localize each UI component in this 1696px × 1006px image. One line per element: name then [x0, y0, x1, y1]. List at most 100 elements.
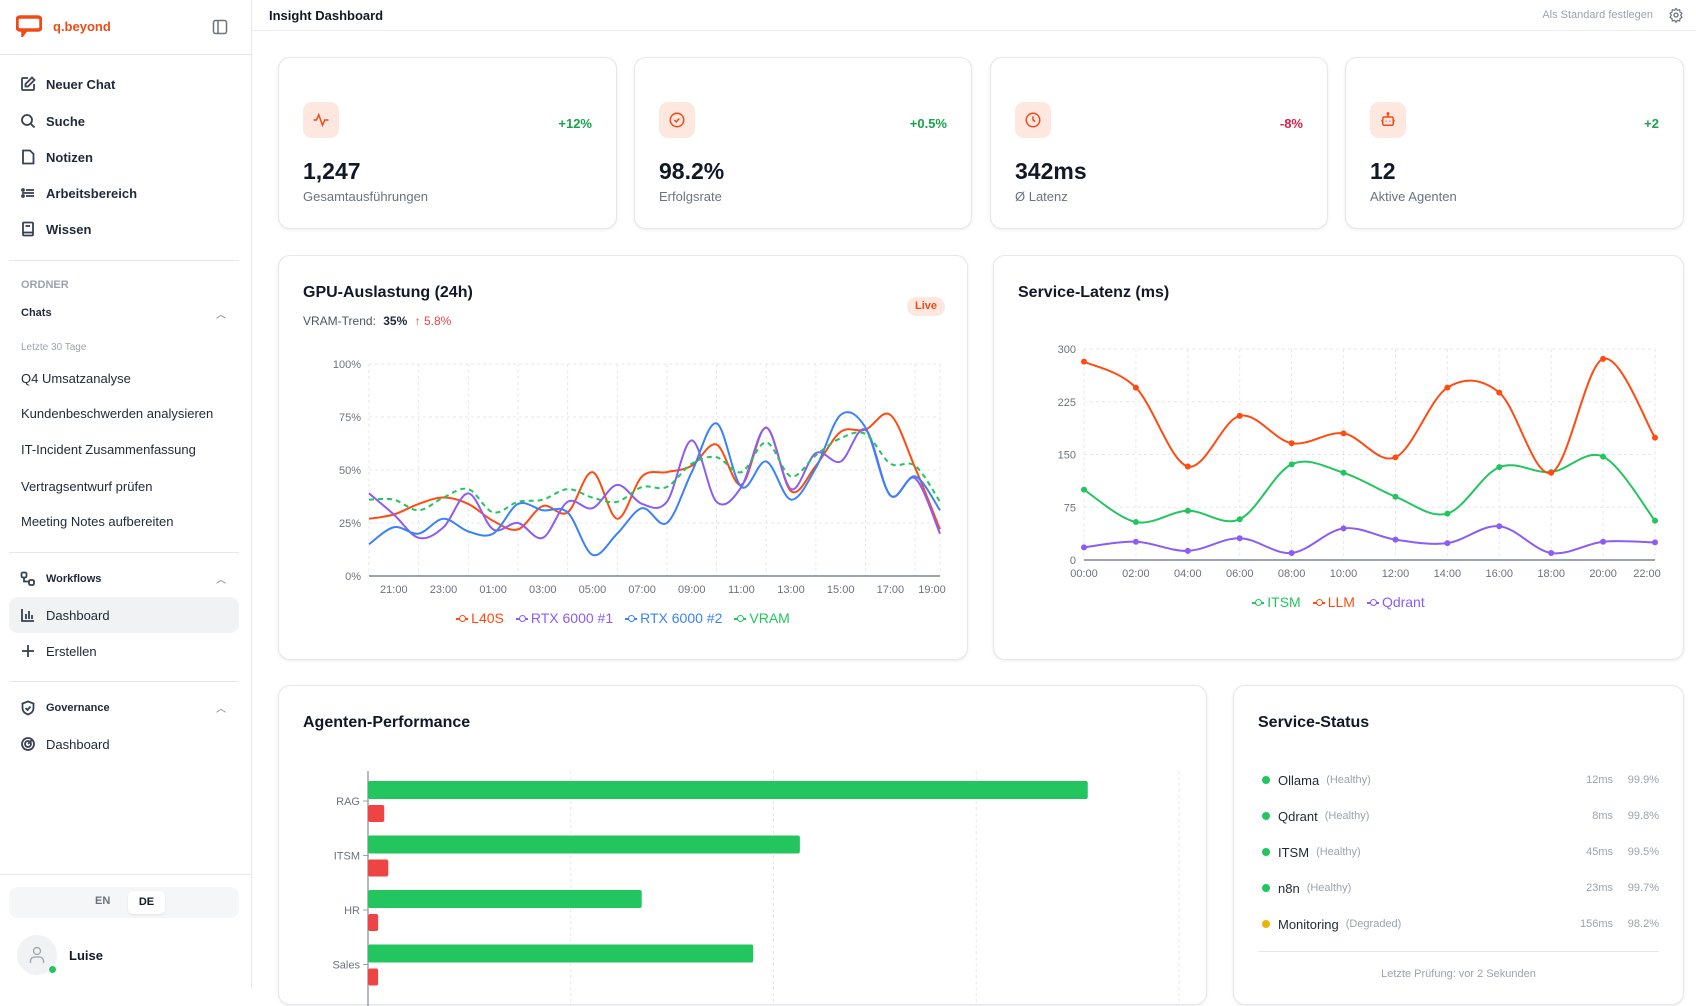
service-health: (Healthy): [1324, 810, 1370, 822]
service-row: Monitoring (Degraded) 156ms 98.2%: [1262, 915, 1659, 933]
workflows-section-toggle[interactable]: Workflows: [20, 567, 101, 591]
nav-notes[interactable]: Notizen: [20, 145, 93, 169]
chevron-up-icon[interactable]: ︿: [216, 310, 226, 321]
x-tick-label: 11:00: [728, 584, 755, 596]
category-label: RAG: [336, 796, 360, 808]
legend-item[interactable]: RTX 6000 #1: [515, 610, 613, 626]
legend-item[interactable]: VRAM: [734, 610, 790, 626]
x-tick-label: 04:00: [1174, 568, 1202, 580]
language-de[interactable]: DE: [128, 891, 165, 914]
status-dot: [1262, 848, 1270, 856]
workflows-dashboard[interactable]: Dashboard: [20, 603, 110, 627]
section-label: Workflows: [46, 573, 102, 585]
set-default-button[interactable]: Als Standard festlegen: [1542, 9, 1653, 21]
service-status-card: Service-Status Ollama (Healthy) 12ms 99.9% Q…: [1233, 685, 1684, 1005]
chat-item[interactable]: Meeting Notes aufbereiten: [21, 514, 174, 529]
sidebar: q.beyond Neuer Chat Suche Notizen Arbeit…: [0, 0, 252, 987]
sidebar-toggle-icon[interactable]: [212, 19, 228, 35]
bar-error-rag[interactable]: [368, 805, 385, 822]
service-latency: 12ms: [1586, 774, 1613, 786]
data-point: [1652, 434, 1658, 441]
service-uptime: 98.2%: [1627, 918, 1659, 930]
y-tick-label: 300: [1058, 344, 1076, 356]
service-row: ITSM (Healthy) 45ms 99.5%: [1262, 843, 1659, 861]
live-badge: Live: [907, 297, 945, 316]
x-tick-label: 13:00: [777, 584, 805, 596]
legend-marker: [456, 615, 469, 623]
legend-marker: [734, 615, 747, 623]
legend-label: VRAM: [749, 610, 790, 626]
agent-bar-chart: RAG ITSM HR Sales: [332, 771, 1180, 1006]
check-circle-icon: [659, 102, 695, 138]
governance-dashboard[interactable]: Dashboard: [20, 732, 110, 756]
chats-section-toggle[interactable]: Chats: [21, 307, 52, 319]
nav-search[interactable]: Suche: [20, 109, 85, 133]
bar-success-hr[interactable]: [368, 890, 642, 908]
language-en[interactable]: EN: [95, 895, 111, 907]
kpi-label: Gesamtausführungen: [303, 189, 429, 204]
data-point: [1288, 549, 1295, 556]
bar-error-hr[interactable]: [368, 914, 379, 931]
page-title: Insight Dashboard: [269, 8, 384, 23]
bar-error-sales[interactable]: [368, 968, 379, 986]
chart-title: GPU-Auslastung (24h): [303, 284, 473, 301]
data-point: [1600, 355, 1607, 362]
vram-trend-value: 35%: [383, 314, 408, 328]
data-point: [1600, 538, 1607, 545]
bar-success-rag[interactable]: [368, 781, 1088, 799]
avatar[interactable]: [17, 935, 57, 975]
legend-item[interactable]: L40S: [456, 610, 504, 626]
service-latency: 156ms: [1579, 918, 1613, 930]
nav-label: Neuer Chat: [46, 76, 116, 92]
chat-item[interactable]: IT-Incident Zusammenfassung: [21, 442, 196, 457]
kpi-value: 1,247: [303, 158, 361, 184]
data-point: [1288, 440, 1295, 447]
divider: [0, 874, 252, 875]
service-health: (Degraded): [1345, 918, 1402, 930]
nav-label: Suche: [46, 113, 86, 129]
gear-icon[interactable]: [1668, 7, 1684, 23]
nav-knowledge[interactable]: Wissen: [20, 217, 91, 241]
x-tick-label: 08:00: [1278, 568, 1306, 580]
bar-chart-icon: [21, 609, 34, 622]
nav-label: Erstellen: [46, 643, 97, 659]
data-point: [1184, 463, 1191, 470]
chat-item[interactable]: Q4 Umsatzanalyse: [21, 371, 131, 386]
chevron-up-icon[interactable]: ︿: [216, 575, 226, 586]
bar-success-sales[interactable]: [368, 944, 754, 963]
x-tick-label: 19:00: [918, 584, 946, 596]
kpi-label: Ø Latenz: [1015, 189, 1068, 204]
legend-item[interactable]: ITSM: [1252, 594, 1301, 610]
legend-marker: [515, 615, 528, 623]
divider: [9, 260, 239, 261]
data-point: [1081, 544, 1087, 551]
kpi-label: Aktive Agenten: [1370, 189, 1457, 204]
x-tick-label: 09:00: [678, 584, 706, 596]
list-icon: [21, 188, 34, 198]
workflows-create[interactable]: Erstellen: [20, 639, 97, 663]
x-tick-label: 10:00: [1330, 568, 1358, 580]
legend-item[interactable]: Qdrant: [1366, 594, 1425, 610]
chat-item[interactable]: Vertragsentwurf prüfen: [21, 479, 153, 494]
x-tick-label: 18:00: [1537, 568, 1565, 580]
vram-trend-label: VRAM-Trend:: [303, 314, 376, 328]
y-tick-label: 75: [1064, 502, 1076, 514]
divider: [9, 552, 239, 553]
bar-error-itsm[interactable]: [368, 859, 389, 877]
bar-success-itsm[interactable]: [368, 835, 800, 854]
kpi-card-active-agents: +2 12 Aktive Agenten: [1345, 57, 1684, 229]
chevron-up-icon[interactable]: ︿: [216, 704, 226, 715]
legend-item[interactable]: RTX 6000 #2: [625, 610, 722, 626]
series-line-l40s: [368, 412, 941, 531]
legend-item[interactable]: LLM: [1312, 594, 1355, 610]
brand-logo-icon: [16, 15, 42, 37]
data-point: [1496, 389, 1503, 396]
vram-trend: VRAM-Trend: 35% ↑ 5.8%: [303, 314, 451, 328]
nav-workspace[interactable]: Arbeitsbereich: [20, 181, 137, 205]
nav-new-chat[interactable]: Neuer Chat: [20, 72, 115, 96]
data-point: [1184, 507, 1191, 514]
governance-section-toggle[interactable]: Governance: [20, 696, 110, 720]
sidebar-item-dashboard-active[interactable]: [9, 597, 239, 633]
x-tick-label: 14:00: [1434, 568, 1462, 580]
chat-item[interactable]: Kundenbeschwerden analysieren: [21, 406, 214, 421]
